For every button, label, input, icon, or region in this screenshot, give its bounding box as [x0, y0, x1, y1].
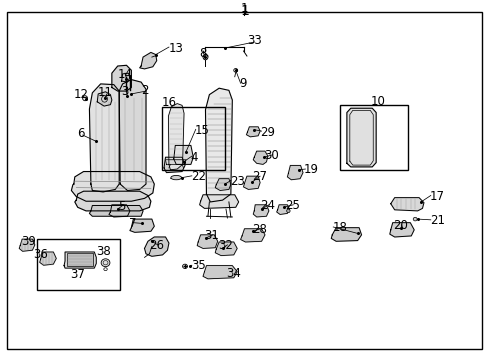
Polygon shape — [390, 198, 423, 211]
Text: 22: 22 — [190, 170, 205, 183]
Text: 8: 8 — [199, 47, 206, 60]
Bar — [37, 239, 120, 289]
Text: 2: 2 — [141, 84, 148, 97]
Polygon shape — [330, 228, 361, 241]
Text: 30: 30 — [264, 149, 278, 162]
Text: 15: 15 — [194, 124, 209, 137]
Polygon shape — [165, 160, 185, 165]
Text: 6: 6 — [77, 127, 85, 140]
Polygon shape — [389, 223, 413, 237]
Bar — [339, 105, 407, 170]
Polygon shape — [97, 92, 112, 106]
Polygon shape — [168, 104, 183, 170]
Polygon shape — [215, 242, 237, 256]
Text: 29: 29 — [260, 126, 275, 139]
Text: 5: 5 — [118, 200, 125, 213]
Polygon shape — [112, 65, 131, 91]
Polygon shape — [205, 88, 232, 202]
Polygon shape — [240, 229, 264, 242]
Text: 7: 7 — [128, 217, 136, 230]
Text: 9: 9 — [239, 77, 246, 90]
Ellipse shape — [170, 175, 181, 180]
Text: 20: 20 — [392, 219, 407, 232]
Text: 28: 28 — [251, 223, 266, 236]
Polygon shape — [122, 73, 130, 82]
Text: 11: 11 — [98, 86, 113, 99]
Text: 31: 31 — [203, 229, 218, 242]
Polygon shape — [246, 127, 260, 137]
Text: 34: 34 — [226, 267, 241, 280]
Text: 24: 24 — [260, 199, 275, 212]
Text: 33: 33 — [246, 35, 261, 48]
Polygon shape — [130, 219, 154, 232]
Polygon shape — [243, 176, 260, 189]
Polygon shape — [163, 157, 184, 172]
Text: 12: 12 — [74, 88, 88, 101]
Polygon shape — [173, 145, 193, 165]
Polygon shape — [64, 252, 96, 268]
Polygon shape — [144, 237, 168, 256]
Polygon shape — [89, 84, 119, 192]
Bar — [66, 253, 93, 266]
Text: 1: 1 — [240, 4, 248, 18]
Text: 1: 1 — [240, 2, 248, 15]
Ellipse shape — [101, 259, 110, 267]
Polygon shape — [140, 53, 157, 69]
Text: 35: 35 — [190, 259, 205, 272]
Text: 25: 25 — [285, 199, 299, 212]
Polygon shape — [71, 171, 154, 201]
Text: 19: 19 — [304, 163, 318, 176]
Text: 27: 27 — [251, 170, 266, 183]
Polygon shape — [215, 179, 230, 190]
Text: 36: 36 — [33, 248, 48, 261]
Polygon shape — [197, 235, 217, 248]
Text: 32: 32 — [218, 239, 233, 252]
Polygon shape — [253, 205, 268, 217]
Text: 18: 18 — [331, 221, 346, 234]
Text: 14: 14 — [117, 68, 132, 81]
Polygon shape — [203, 266, 237, 279]
Text: 21: 21 — [429, 214, 444, 227]
Polygon shape — [287, 166, 303, 180]
Polygon shape — [253, 151, 267, 165]
Polygon shape — [75, 191, 151, 211]
Text: 3: 3 — [121, 85, 128, 98]
Polygon shape — [19, 239, 35, 251]
Polygon shape — [40, 252, 56, 265]
Text: 37: 37 — [70, 268, 85, 281]
Polygon shape — [199, 195, 238, 208]
Polygon shape — [89, 206, 143, 216]
Polygon shape — [109, 205, 130, 217]
Polygon shape — [346, 108, 375, 167]
Text: 10: 10 — [370, 95, 385, 108]
Text: 39: 39 — [21, 235, 36, 248]
Text: 16: 16 — [161, 96, 176, 109]
Text: 23: 23 — [229, 175, 244, 188]
Text: 17: 17 — [429, 190, 444, 203]
Text: 38: 38 — [96, 245, 110, 258]
Bar — [161, 107, 224, 170]
Ellipse shape — [412, 217, 416, 221]
Ellipse shape — [82, 96, 87, 101]
Text: 13: 13 — [168, 42, 183, 55]
Text: 4: 4 — [190, 151, 198, 164]
Text: 26: 26 — [149, 239, 164, 252]
Polygon shape — [119, 80, 146, 190]
Polygon shape — [276, 205, 289, 215]
Ellipse shape — [286, 209, 289, 213]
